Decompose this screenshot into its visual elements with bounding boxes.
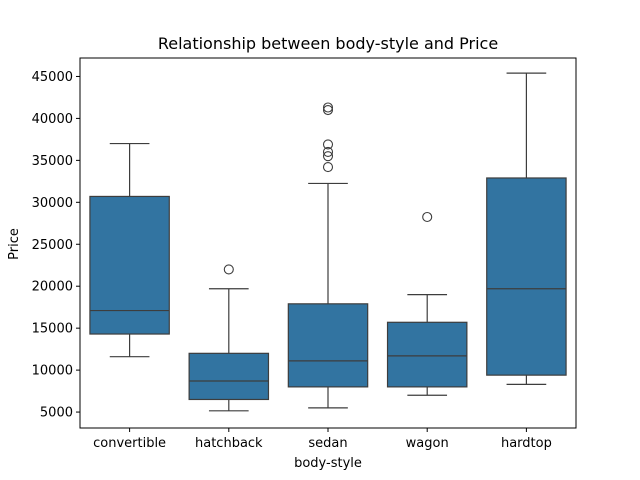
outlier-point: [322, 162, 334, 173]
box-iqr: [287, 303, 369, 388]
x-tick-label-convertible: convertible: [93, 436, 166, 451]
x-tick-label-hardtop: hardtop: [501, 436, 552, 451]
box-iqr: [486, 177, 567, 376]
y-tick-label: 10000: [32, 364, 73, 379]
y-tick-label: 20000: [32, 280, 73, 295]
y-tick-label: 45000: [32, 70, 73, 85]
y-tick-label: 5000: [40, 406, 73, 421]
axes-frame: [79, 57, 577, 429]
box-group-wagon: [386, 211, 468, 396]
outlier-point: [322, 104, 334, 116]
x-axis-label: body-style: [294, 456, 362, 471]
y-tick-label: 35000: [32, 154, 73, 169]
outlier-point: [322, 151, 334, 162]
y-tick-label: 25000: [32, 238, 73, 253]
chart-title: Relationship between body-style and Pric…: [158, 34, 498, 53]
outlier-point: [322, 102, 334, 113]
box-iqr: [188, 352, 270, 401]
box-group-convertible: [89, 142, 170, 358]
y-tick-label: 40000: [32, 112, 73, 127]
box-group-sedan: [287, 102, 369, 409]
outlier-point: [322, 139, 334, 150]
outlier-point: [223, 264, 234, 275]
outlier-point: [322, 146, 334, 158]
x-tick-label-hatchback: hatchback: [195, 436, 263, 451]
y-tick-label: 30000: [32, 196, 73, 211]
outlier-point: [422, 211, 433, 223]
box-iqr: [89, 195, 170, 335]
plot-area: 5000 10000 15000 20000 25000 30000 35000 40000 4…: [32, 70, 567, 451]
x-tick-label-sedan: sedan: [308, 436, 347, 451]
x-tick-label-wagon: wagon: [406, 436, 449, 451]
y-axis-label: Price: [7, 228, 22, 260]
box-group-hardtop: [486, 72, 567, 385]
box-iqr: [386, 321, 468, 388]
y-tick-label: 15000: [32, 322, 73, 337]
box-group-hatchback: [188, 264, 270, 412]
